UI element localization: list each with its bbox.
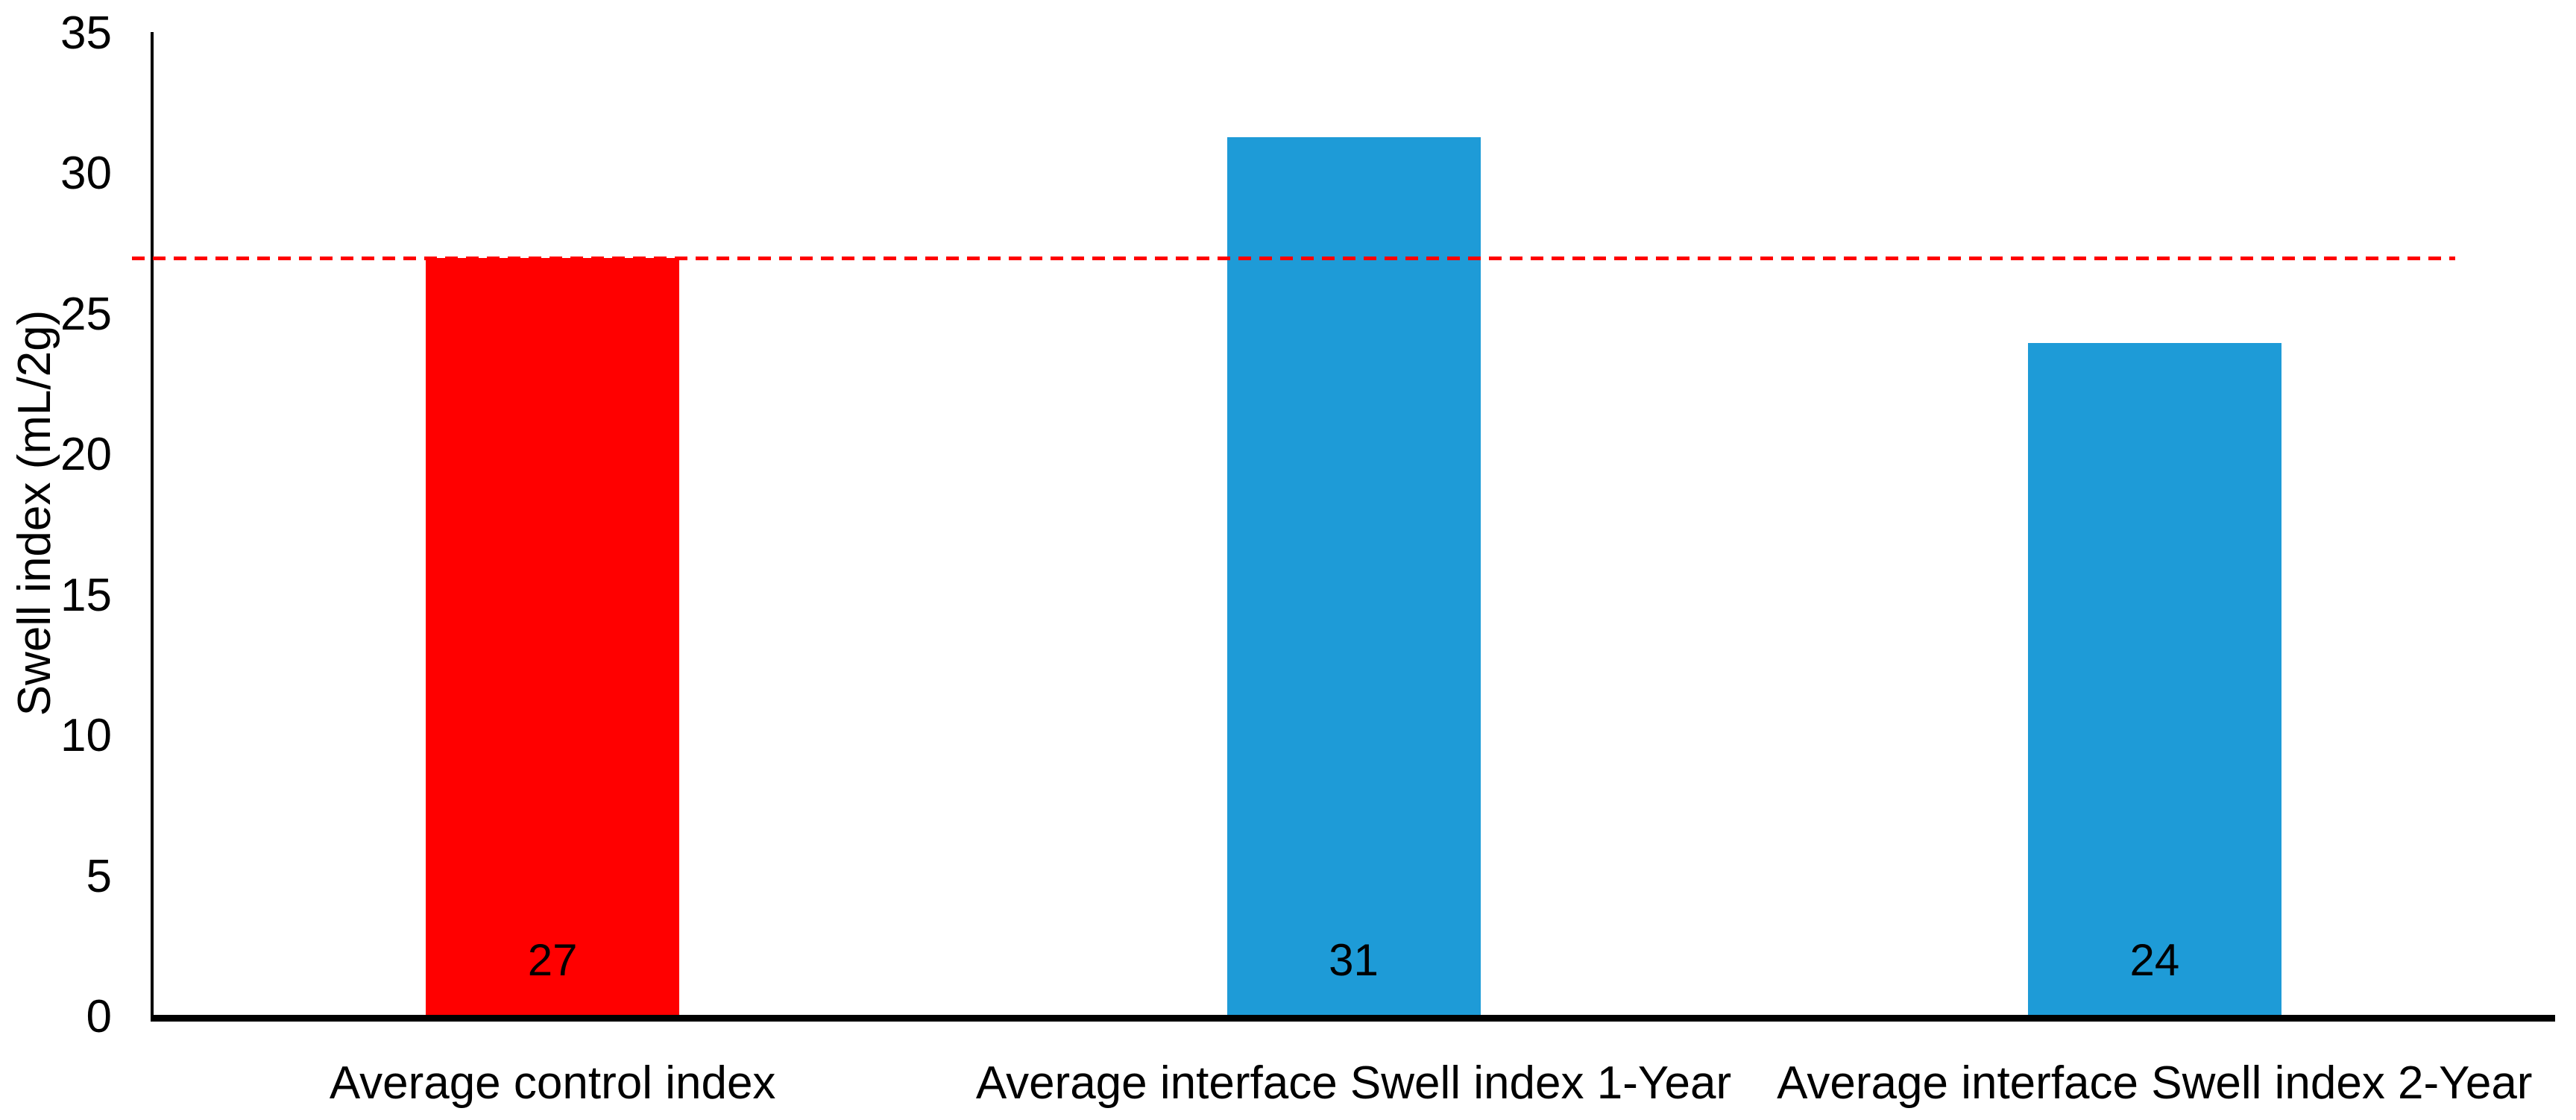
bar-value-label: 31	[1329, 935, 1379, 985]
reference-line	[132, 256, 2455, 260]
y-tick-label: 25	[60, 288, 112, 340]
y-tick-label: 30	[60, 148, 112, 200]
category-label: Average interface Swell index 2-Year	[1777, 1057, 2533, 1109]
bar	[1226, 137, 1481, 1017]
x-axis-line	[151, 1015, 2555, 1022]
category-label: Average interface Swell index 1-Year	[975, 1057, 1732, 1109]
y-axis-title: Swell index (mL/2g)	[9, 309, 60, 717]
y-tick-label: 20	[60, 429, 112, 481]
bar-value-label: 27	[527, 935, 578, 985]
bar	[2027, 342, 2281, 1017]
y-tick-label: 5	[86, 850, 112, 902]
bar-value-label: 24	[2129, 935, 2180, 985]
y-tick-label: 10	[60, 710, 112, 762]
y-tick-label: 15	[60, 569, 112, 621]
y-axis-line	[151, 32, 154, 1018]
y-tick-label: 0	[86, 991, 112, 1042]
bar	[426, 258, 680, 1017]
y-tick-label: 35	[60, 7, 112, 59]
category-label: Average control index	[329, 1057, 776, 1109]
